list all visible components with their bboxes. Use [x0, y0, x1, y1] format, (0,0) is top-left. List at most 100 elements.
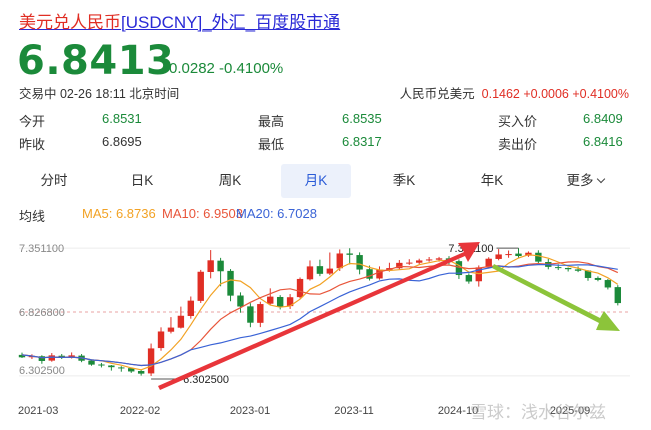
quote-ask-label: 卖出价	[498, 137, 538, 152]
tab-daily[interactable]: 日K	[130, 173, 154, 188]
candle	[396, 260, 403, 270]
candle	[58, 354, 65, 360]
quote-low-value: 6.8317	[342, 134, 382, 149]
candle-body	[137, 370, 145, 374]
candle	[118, 366, 125, 372]
candle	[316, 259, 324, 277]
candle	[326, 252, 334, 276]
candle	[167, 317, 175, 334]
candle-body	[316, 266, 324, 274]
candle	[584, 270, 592, 281]
candle	[267, 288, 274, 306]
candle-body	[584, 270, 592, 278]
candle-body	[267, 296, 274, 304]
candle	[247, 303, 254, 328]
quote-open-label: 今开	[19, 114, 46, 129]
tab-monthly[interactable]: 月K	[281, 164, 351, 198]
price-change: -0.0282 -0.4100%	[164, 60, 283, 77]
title-pair-name: 美元兑人民币	[19, 13, 121, 32]
trend-arrow-up	[158, 242, 480, 390]
tab-weekly[interactable]: 周K	[218, 173, 242, 188]
candle-body	[574, 269, 582, 271]
candle-body	[68, 355, 75, 358]
candle-body	[227, 270, 234, 296]
candle	[574, 266, 582, 273]
candle	[614, 285, 621, 306]
candle	[257, 301, 264, 328]
candle	[28, 354, 36, 360]
candle-body	[376, 269, 383, 279]
candle	[197, 269, 204, 303]
candle-body	[326, 268, 334, 274]
quote-prevclose-value: 6.8695	[102, 134, 142, 149]
current-price: 6.8413	[17, 38, 175, 84]
trend-arrow-down	[492, 264, 620, 331]
candle-body	[406, 262, 413, 264]
tab-intraday[interactable]: 分时	[40, 173, 68, 188]
candle-body	[396, 262, 403, 269]
ma10-line	[21, 261, 619, 367]
candle-body	[48, 355, 55, 361]
candle	[416, 258, 423, 265]
period-tabs: 分时 日K 周K 月K 季K 年K 更多	[19, 164, 631, 198]
candle-body	[197, 271, 204, 301]
candle	[604, 278, 612, 290]
tab-quarterly[interactable]: 季K	[392, 173, 416, 188]
reverse-rate-label: 人民币兑美元	[399, 87, 475, 101]
candle	[515, 248, 522, 258]
tab-more-label: 更多	[566, 173, 594, 188]
tab-yearly[interactable]: 年K	[480, 173, 504, 188]
candle	[465, 273, 473, 284]
min-price-label: 6.302500	[183, 374, 229, 386]
title-suffix: [USDCNY]_外汇_百度股市通	[121, 13, 341, 32]
quote-low-label: 最低	[258, 137, 285, 152]
y-tick-label: 7.351100	[19, 243, 64, 255]
quote-bid-label: 买入价	[498, 114, 538, 129]
candle-body	[346, 253, 353, 255]
candle	[296, 277, 304, 299]
ma-legend-label: 均线	[19, 209, 46, 224]
candle-body	[495, 254, 502, 259]
candle-body	[207, 260, 214, 272]
page-title-link[interactable]: 美元兑人民币[USDCNY]_外汇_百度股市通	[19, 8, 340, 33]
candle	[38, 355, 46, 364]
candle	[237, 292, 244, 313]
candle-body	[366, 269, 373, 279]
reverse-rate: 人民币兑美元 0.1462 +0.0006 +0.4100%	[400, 83, 629, 102]
candle-body	[435, 258, 443, 260]
tab-more[interactable]: 更多	[545, 164, 625, 198]
candle-body	[505, 254, 512, 256]
candle-body	[336, 253, 343, 269]
quote-high-value: 6.8535	[342, 111, 382, 126]
candle-body	[515, 253, 522, 257]
x-tick-label: 2024-10	[438, 405, 478, 417]
candle	[207, 250, 214, 279]
candle	[137, 369, 145, 376]
y-tick-label: 6.302500	[19, 365, 65, 377]
quote-high-label: 最高	[258, 114, 285, 129]
candle-body	[38, 356, 46, 361]
x-tick-label: 2025-09	[550, 405, 590, 417]
candle-body	[98, 364, 105, 366]
candle-body	[257, 304, 264, 323]
candle-body	[564, 267, 572, 270]
candle-body	[147, 348, 155, 374]
candle-body	[28, 356, 36, 358]
candle-body	[465, 275, 473, 282]
ma20-legend: MA20: 6.7028	[236, 206, 317, 221]
reverse-rate-value: 0.1462 +0.0006 +0.4100%	[481, 87, 629, 101]
candle-body	[167, 327, 175, 332]
x-tick-label: 2023-01	[230, 405, 270, 417]
quote-ask-value: 6.8416	[583, 134, 623, 149]
candle	[376, 266, 383, 280]
candle-body	[555, 267, 562, 269]
candle	[406, 259, 413, 265]
candle-body	[157, 331, 165, 349]
ma5-legend: MA5: 6.8736	[82, 206, 156, 221]
candle	[306, 260, 314, 281]
candle-body	[485, 258, 492, 268]
candle-body	[187, 300, 195, 316]
candle-body	[247, 306, 254, 323]
candle	[346, 248, 353, 265]
